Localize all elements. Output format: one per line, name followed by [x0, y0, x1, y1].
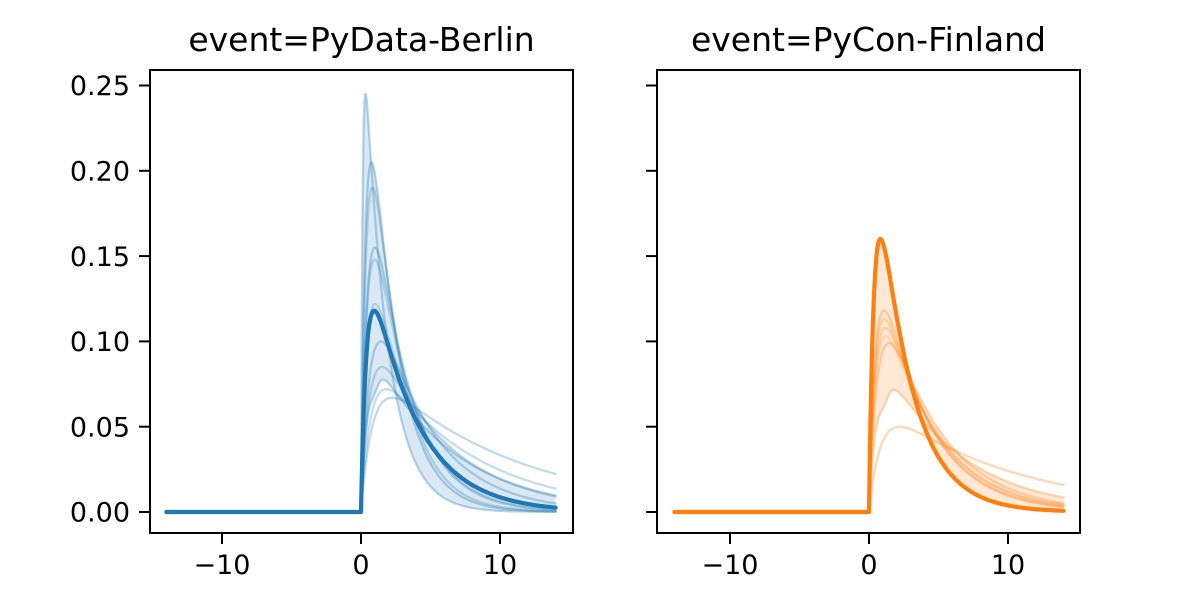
sample-curve	[673, 318, 1065, 514]
x-tick-label: 10	[991, 550, 1025, 581]
subplot-pycon-finland: −10 0 10	[646, 69, 1081, 581]
y-tick-label: 0.25	[70, 71, 130, 102]
y-tick-label: 0.00	[70, 498, 130, 529]
outlier-sample-curve	[165, 388, 557, 514]
sample-curve	[165, 378, 557, 514]
mean-curve	[164, 308, 558, 515]
x-tick-label: 0	[352, 550, 369, 581]
sample-curve	[165, 92, 557, 514]
sample-curve	[165, 246, 557, 514]
sample-curve	[673, 335, 1065, 514]
x-tick-label: 0	[860, 550, 877, 581]
x-tick-label: 10	[483, 550, 517, 581]
sample-curve	[165, 186, 557, 514]
sample-curve	[165, 258, 557, 514]
y-tick-label: 0.10	[70, 327, 130, 358]
sample-curve	[165, 365, 557, 514]
axes-frame	[656, 69, 1081, 534]
subplot-title-pycon-finland: event=PyCon-Finland	[690, 20, 1047, 59]
y-tick-label: 0.15	[70, 242, 130, 273]
sample-curve	[673, 309, 1065, 514]
axes-frame	[149, 69, 574, 534]
sample-curve	[673, 341, 1065, 514]
y-tick-label: 0.20	[70, 157, 130, 188]
y-tick-label: 0.05	[70, 412, 130, 443]
subplot-title-pydata-berlin: event=PyData-Berlin	[188, 20, 535, 59]
x-tick-label: −10	[194, 550, 251, 581]
subplot-pydata-berlin: −10 0 10 0.00 0.05 0.10 0.15 0.20 0.25	[70, 69, 574, 581]
sample-curve	[165, 161, 557, 514]
sample-curve	[673, 388, 1065, 514]
outlier-sample-curve	[165, 396, 557, 514]
outlier-sample-curve	[673, 425, 1065, 514]
sample-curve	[673, 326, 1065, 514]
x-tick-label: −10	[702, 550, 759, 581]
mean-curve	[672, 236, 1066, 515]
